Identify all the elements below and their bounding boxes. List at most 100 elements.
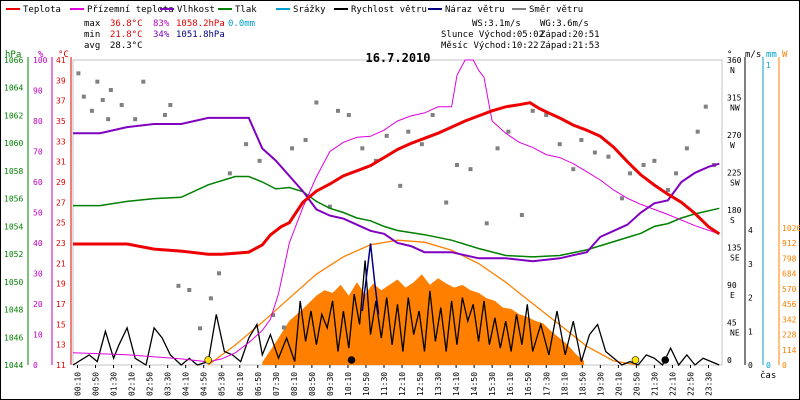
wind-direction-point xyxy=(336,108,341,113)
moon-rise: Měsíc Východ:10:22 xyxy=(441,41,539,51)
radiation-tick: 0 xyxy=(782,361,787,370)
direction-tick: 135 xyxy=(727,244,742,253)
windspeed-tick: 1 xyxy=(748,327,753,336)
x-tick-label: 23:30 xyxy=(705,372,714,396)
x-tick-label: 00:10 xyxy=(74,372,83,396)
direction-tick-label: NE xyxy=(730,329,740,338)
temperature-tick: 39 xyxy=(56,76,66,85)
min-temp: 21.8°C xyxy=(110,30,143,40)
legend-label-1: Přízemní teplota xyxy=(87,5,174,15)
radiation-tick: 1026 xyxy=(782,224,800,233)
wind-direction-point xyxy=(208,296,213,301)
moon-set: Západ:21:53 xyxy=(540,41,600,51)
avg-temp: 28.3°C xyxy=(110,41,143,51)
wind-direction-point xyxy=(271,313,276,317)
wind-direction-point xyxy=(100,98,105,102)
wind-direction-point xyxy=(703,104,708,109)
wind-direction-point xyxy=(544,113,549,117)
wind-direction-point xyxy=(290,146,295,151)
pressure-tick: 1046 xyxy=(4,333,23,342)
legend-label-0: Teplota xyxy=(23,5,61,15)
radiation-tick: 912 xyxy=(782,239,797,248)
direction-tick: 90 xyxy=(727,281,737,290)
temperature-tick: 15 xyxy=(56,320,66,329)
pressure-tick: 1048 xyxy=(4,306,23,315)
x-tick-label: 09:30 xyxy=(326,372,335,396)
x-tick-label: 15:30 xyxy=(488,372,497,396)
wind-direction-point xyxy=(674,171,679,176)
x-tick-label: 02:10 xyxy=(128,372,137,396)
wind-direction-point xyxy=(665,188,670,192)
wind-direction-point xyxy=(454,163,459,167)
x-tick-label: 18:10 xyxy=(560,372,569,396)
wind-direction-point xyxy=(530,108,535,113)
x-tick-label: 20:50 xyxy=(632,372,641,396)
x-tick-label: 05:30 xyxy=(218,372,227,396)
humidity-line xyxy=(73,116,720,263)
stats-block: max 36.8°C 83% 1058.2hPa 0.0mm min 21.8°… xyxy=(84,19,255,51)
x-tick-label: 10:10 xyxy=(344,372,353,396)
wind-direction-point xyxy=(346,113,351,117)
temperature-tick: 35 xyxy=(56,117,66,126)
moonset-marker xyxy=(661,356,670,364)
x-tick-label: 03:30 xyxy=(164,372,173,396)
wind-direction-point xyxy=(244,142,249,147)
chart-title: 16.7.2010 xyxy=(365,51,430,65)
radiation-axis-label: W xyxy=(782,50,788,60)
x-tick-label: 12:10 xyxy=(398,372,407,396)
theoretical-radiation-line xyxy=(207,239,639,366)
legend-label-4: Srážky xyxy=(293,5,326,15)
x-tick-label: 14:10 xyxy=(452,372,461,396)
direction-tick-label: E xyxy=(730,291,735,300)
astro-block: WS:3.1m/s WG:3.6m/s Slunce Východ:05:02 … xyxy=(441,19,600,51)
x-tick-label: 22:10 xyxy=(668,372,677,396)
humidity-tick: 100 xyxy=(33,56,48,65)
windspeed-tick: 0 xyxy=(748,361,753,370)
wind-direction-point xyxy=(519,213,524,217)
humidity-tick: 40 xyxy=(33,239,43,248)
wind-direction-point xyxy=(108,88,113,92)
humidity-axis-label: % xyxy=(38,50,44,60)
min-hum: 34% xyxy=(153,30,170,40)
direction-tick: 360 xyxy=(727,56,742,65)
sunset-marker xyxy=(631,356,640,364)
pressure-tick: 1044 xyxy=(4,361,23,370)
wind-direction-point xyxy=(176,283,181,288)
x-tick-label: 07:30 xyxy=(272,372,281,396)
temperature-tick: 25 xyxy=(56,219,66,228)
wind-direction-point xyxy=(592,150,597,155)
direction-tick-label: S xyxy=(730,216,735,225)
wind-direction-point xyxy=(168,103,173,107)
legend-label-6: Náraz větru xyxy=(445,5,505,15)
pressure-tick: 1064 xyxy=(4,84,23,93)
windspeed-tick: 3 xyxy=(748,260,753,269)
wind-direction-point xyxy=(327,204,332,209)
direction-tick: 180 xyxy=(727,206,742,215)
max-press: 1058.2hPa xyxy=(176,19,225,29)
wind-direction-point xyxy=(89,108,94,113)
humidity-tick: 60 xyxy=(33,178,43,187)
wind-direction-point xyxy=(303,138,308,142)
direction-axis-label: ° xyxy=(727,50,732,60)
pressure-tick: 1062 xyxy=(4,111,23,120)
x-tick-label: 20:10 xyxy=(614,372,623,396)
wind-direction-point xyxy=(257,158,262,163)
wind-direction-point xyxy=(557,142,562,147)
direction-tick-label: SE xyxy=(730,254,740,263)
temperature-tick: 17 xyxy=(56,300,66,309)
wind-gust-line xyxy=(361,243,380,315)
temperature-tick: 13 xyxy=(56,341,66,350)
wind-direction-point xyxy=(141,79,146,84)
radiation-tick: 342 xyxy=(782,315,797,324)
humidity-tick: 50 xyxy=(33,209,43,218)
moonrise-marker xyxy=(347,356,356,364)
left-axis-headers: hPa % °C xyxy=(5,50,69,60)
x-tick-label: 17:30 xyxy=(542,372,551,396)
sun-rise: Slunce Východ:05:02 xyxy=(441,30,544,40)
x-tick-label: 01:30 xyxy=(110,372,119,396)
wind-direction-point xyxy=(187,288,192,292)
humidity-tick: 70 xyxy=(33,148,43,157)
x-tick-label: 04:50 xyxy=(200,372,209,396)
legend-label-5: Rychlost větru xyxy=(351,5,427,15)
x-tick-label: 00:50 xyxy=(92,372,101,396)
